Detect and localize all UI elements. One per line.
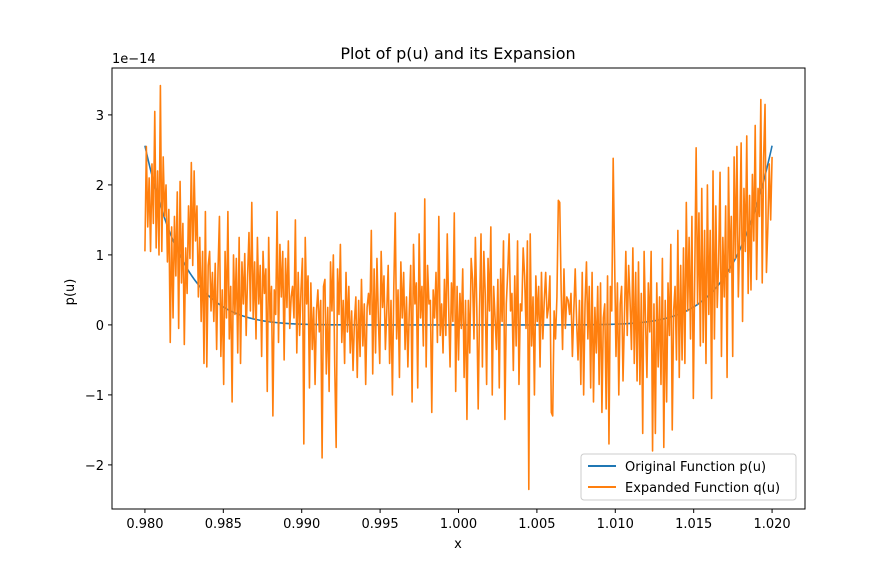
plot-area: 0.980 0.985 0.990 0.995 1.000 1.005 1.010 1.015… [85, 67, 806, 532]
legend-label-expanded: Expanded Function q(u) [625, 481, 780, 496]
x-tick-label: 0.995 [361, 517, 398, 532]
y-offset-label: 1e−14 [112, 52, 156, 67]
legend-box [580, 453, 797, 501]
x-tick-label: 1.020 [753, 517, 790, 532]
y-axis-ticks: −2 −1 0 1 2 3 [85, 109, 112, 474]
x-tick-label: 0.985 [205, 517, 242, 532]
legend-label-original: Original Function p(u) [625, 460, 766, 475]
y-tick-label: 3 [96, 109, 104, 124]
x-tick-label: 1.010 [597, 517, 634, 532]
x-axis-title: x [454, 537, 462, 552]
series-layer [144, 84, 773, 491]
y-tick-label: 2 [96, 179, 104, 194]
y-tick-label: −1 [85, 389, 104, 404]
y-tick-label: 1 [96, 249, 104, 264]
x-tick-label: 0.990 [283, 517, 320, 532]
series-line-expanded [144, 84, 773, 491]
y-tick-label: 0 [96, 319, 104, 334]
chart-title: Plot of p(u) and its Expansion [340, 44, 575, 63]
y-tick-label: −2 [85, 459, 104, 474]
x-tick-label: 0.980 [126, 517, 163, 532]
y-axis-title: p(u) [63, 279, 78, 306]
x-tick-label: 1.000 [440, 517, 477, 532]
x-tick-label: 1.005 [518, 517, 555, 532]
x-axis-ticks: 0.980 0.985 0.990 0.995 1.000 1.005 1.010 1.015… [126, 509, 791, 532]
legend: Original Function p(u) Expanded Function… [580, 453, 797, 501]
x-tick-label: 1.015 [675, 517, 712, 532]
